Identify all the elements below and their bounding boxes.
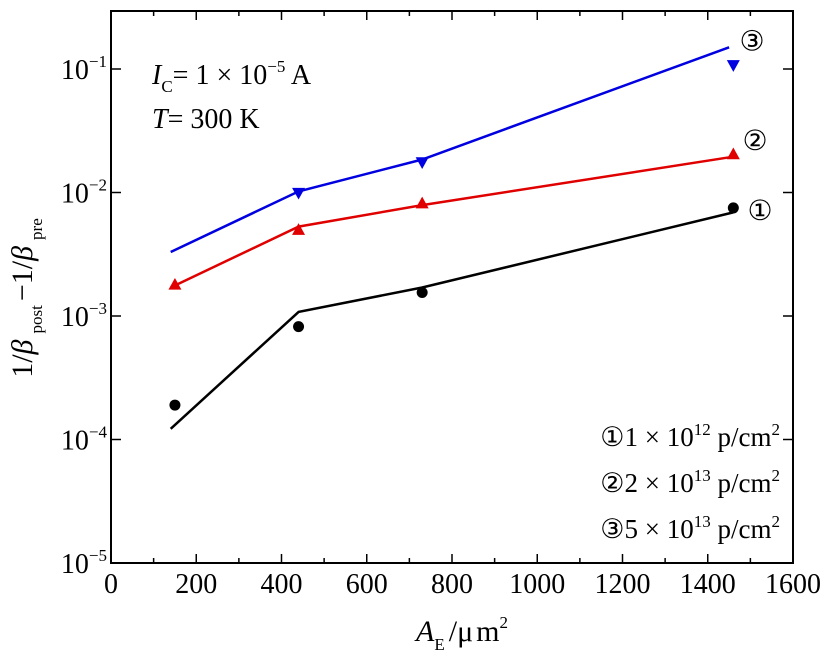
x-tick-label: 400 (261, 569, 303, 600)
tick-labels: 0 200 400 600 800 1000 1200 1400 1600 10−1 10−2 10−… (61, 52, 821, 600)
data-point-series-1 (293, 321, 305, 333)
data-point-series-1 (416, 286, 428, 298)
legend: ①1 × 1012 p/cm2 ②2 × 1013 p/cm2 ③5 × 101… (600, 420, 780, 544)
data-markers (168, 60, 740, 411)
data-point-series-1 (727, 202, 739, 214)
data-point-series-2 (292, 223, 306, 235)
y-tick-label: 10−1 (61, 52, 107, 86)
x-tick-label: 1200 (595, 569, 651, 600)
x-tick-label: 1000 (509, 569, 565, 600)
data-point-series-3 (415, 157, 429, 169)
fit-line-series-2 (170, 155, 734, 289)
y-tick-label: 10−2 (61, 176, 107, 210)
x-tick-label: 800 (431, 569, 473, 600)
x-tick-label: 1400 (680, 569, 736, 600)
x-tick-label: 600 (346, 569, 388, 600)
fit-lines (169, 46, 734, 430)
fit-line-series-1 (169, 211, 734, 430)
legend-entry-1: ①1 × 1012 p/cm2 (600, 420, 780, 452)
annotation-current: IC= 1 × 10−5 A (151, 57, 312, 96)
data-point-series-2 (415, 196, 429, 209)
data-point-series-3 (726, 60, 740, 72)
x-axis-label: AE/μ m2 (414, 613, 508, 654)
legend-entry-2: ②2 × 1013 p/cm2 (600, 466, 780, 498)
series-end-label-2: ② (742, 126, 767, 157)
series-end-label-1: ① (747, 196, 772, 227)
x-tick-label: 200 (175, 569, 217, 600)
annotation-temperature: T= 300 K (152, 104, 260, 135)
plot-frame (110, 10, 794, 564)
data-point-series-3 (292, 187, 306, 200)
series-end-labels: ① ② ③ (739, 26, 772, 227)
data-point-series-2 (726, 147, 740, 160)
fit-line-series-3 (170, 46, 730, 254)
series-end-label-3: ③ (739, 26, 764, 57)
data-point-series-1 (169, 399, 181, 411)
y-tick-label: 10−5 (61, 546, 107, 580)
y-axis-label: 1/βpost−1/βpre (6, 218, 46, 378)
y-tick-label: 10−3 (61, 299, 107, 333)
x-tick-label: 0 (104, 569, 118, 600)
x-tick-label: 1600 (765, 569, 821, 600)
legend-entry-3: ③5 × 1013 p/cm2 (600, 512, 780, 544)
y-tick-label: 10−4 (61, 423, 108, 457)
data-point-series-2 (168, 277, 182, 290)
